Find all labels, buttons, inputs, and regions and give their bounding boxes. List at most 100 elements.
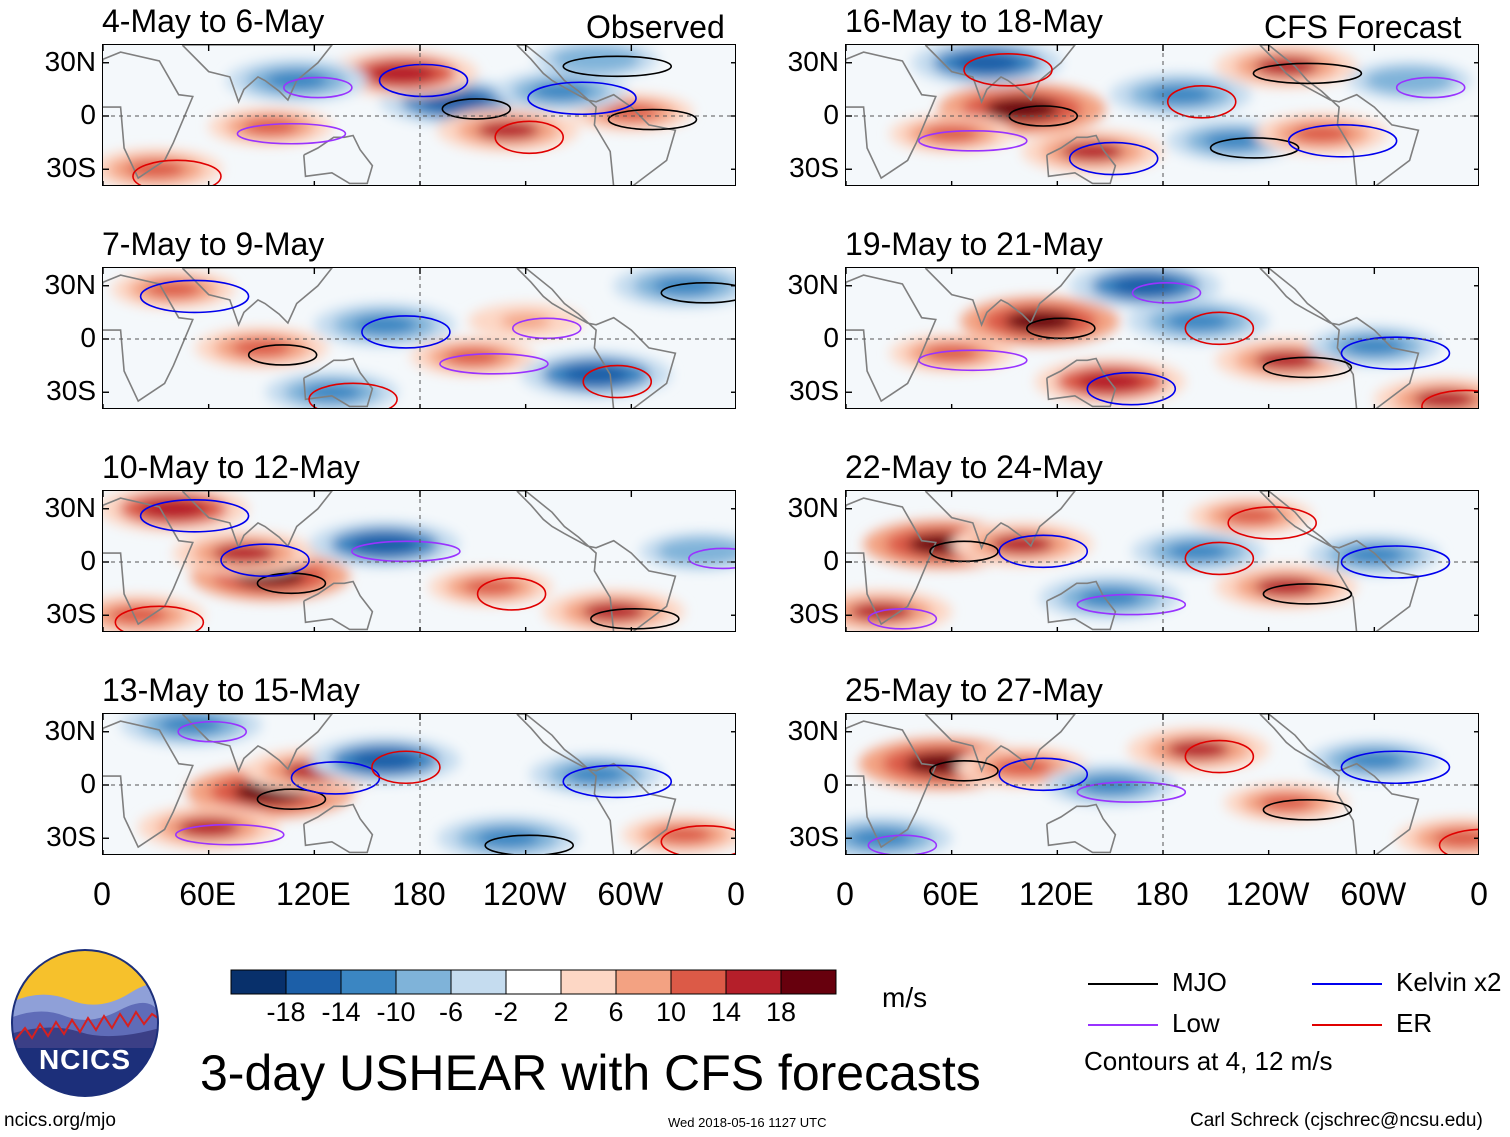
land-outline xyxy=(846,497,937,626)
y-tick-label: 0 xyxy=(80,545,96,576)
anomaly-blob xyxy=(563,364,630,385)
wave-contour xyxy=(1287,124,1398,158)
wave-contour xyxy=(918,349,1028,372)
y-tick-label: 30S xyxy=(789,598,839,630)
land-outline xyxy=(181,45,333,105)
land-outline xyxy=(924,268,1076,328)
x-tick-label: 60E xyxy=(922,876,980,912)
footer-url[interactable]: ncics.org/mjo xyxy=(4,1110,116,1131)
land-outline xyxy=(181,268,333,328)
legend-swatch xyxy=(1088,1024,1158,1026)
colorbar-label: 18 xyxy=(765,997,797,1027)
units-label: m/s xyxy=(882,982,928,1013)
wave-contour xyxy=(1068,141,1159,176)
footer-timestamp: Wed 2018-05-16 1127 UTC xyxy=(668,1115,827,1130)
anomaly-blob xyxy=(463,578,518,596)
wave-contour xyxy=(175,823,285,846)
anomaly-blob xyxy=(1345,545,1404,564)
x-tick-label: 120E xyxy=(1018,876,1094,912)
wave-contour xyxy=(1184,311,1255,346)
anomaly-blob xyxy=(369,63,436,84)
x-tick-label: 60W xyxy=(597,876,664,912)
wave-contour xyxy=(998,534,1089,569)
anomaly-blob xyxy=(1345,337,1404,356)
wave-contour xyxy=(1076,781,1187,803)
x-tick-label: 60W xyxy=(1340,876,1407,912)
land-outline xyxy=(846,274,937,403)
wave-contour xyxy=(1184,739,1255,774)
y-tick-label: 30N xyxy=(44,714,96,746)
wave-contour xyxy=(308,382,398,408)
land-outline xyxy=(516,268,677,408)
y-tick-label: 30N xyxy=(787,45,839,77)
panel-title: 22-May to 24-May xyxy=(845,449,1103,485)
wave-contour xyxy=(247,344,318,366)
colorbar-cell xyxy=(725,969,782,995)
y-tick-label: 30S xyxy=(789,821,839,853)
land-outline xyxy=(1046,803,1117,854)
wave-contour xyxy=(256,788,327,810)
wave-contour xyxy=(1131,282,1202,304)
map-plot xyxy=(846,45,1478,185)
anomaly-blob xyxy=(1149,85,1212,105)
y-tick-label: 30N xyxy=(787,491,839,523)
land-outline xyxy=(924,714,1076,774)
wave-contour xyxy=(590,608,680,630)
y-tick-label: 30N xyxy=(787,268,839,300)
anomaly-blob xyxy=(1255,56,1318,76)
wave-contour xyxy=(1395,76,1466,99)
legend-swatch xyxy=(1312,1024,1382,1026)
wave-contour xyxy=(220,543,310,578)
observed-label: Observed xyxy=(586,9,725,45)
colorbar-cell xyxy=(395,969,452,995)
y-tick-label: 0 xyxy=(823,768,839,799)
colorbar-cell xyxy=(230,969,287,995)
wave-contour xyxy=(1227,506,1317,540)
anomaly-blob xyxy=(992,758,1052,777)
y-tick-label: 30S xyxy=(46,821,96,853)
map-plot xyxy=(846,714,1478,854)
anomaly-blob xyxy=(656,826,712,844)
wave-contour xyxy=(1184,541,1255,576)
legend-label: Kelvin x2 xyxy=(1396,967,1502,997)
anomaly-blob xyxy=(1255,577,1318,597)
wave-contour xyxy=(177,720,247,743)
wave-contour xyxy=(998,757,1089,792)
colorbar-label: 2 xyxy=(553,997,569,1027)
map-panel xyxy=(102,490,736,632)
colorbar xyxy=(230,969,837,995)
x-tick-label: 180 xyxy=(1135,876,1189,912)
map-plot xyxy=(103,491,735,631)
x-tick-label: 0 xyxy=(93,876,111,912)
anomaly-blob xyxy=(924,344,979,362)
land-outline xyxy=(103,720,194,849)
land-outline xyxy=(303,803,374,854)
legend-label: Low xyxy=(1172,1008,1220,1038)
y-tick-label: 30S xyxy=(46,375,96,407)
wave-contour xyxy=(351,540,461,563)
anomaly-blob xyxy=(126,160,186,179)
wave-contour xyxy=(1421,389,1478,408)
wave-contour xyxy=(1262,583,1353,605)
legend-swatch xyxy=(1312,983,1382,985)
y-tick-label: 0 xyxy=(80,322,96,353)
x-tick-label: 60E xyxy=(179,876,237,912)
wave-contour xyxy=(1026,317,1096,340)
anomaly-blob xyxy=(302,383,362,402)
legend-label: MJO xyxy=(1172,967,1227,997)
map-panel xyxy=(845,267,1479,409)
wave-contour xyxy=(562,764,673,799)
anomaly-blob xyxy=(582,602,645,622)
y-tick-label: 30N xyxy=(44,45,96,77)
wave-contour xyxy=(660,825,735,854)
colorbar-label: -6 xyxy=(438,997,463,1027)
legend-label: ER xyxy=(1396,1008,1433,1038)
wave-contour xyxy=(1262,356,1353,379)
map-panel xyxy=(845,490,1479,632)
wave-contour xyxy=(132,159,222,185)
wave-contour xyxy=(867,834,938,854)
land-outline xyxy=(103,51,194,180)
map-plot xyxy=(846,491,1478,631)
map-panel xyxy=(102,267,736,409)
colorbar-cell xyxy=(780,969,837,995)
